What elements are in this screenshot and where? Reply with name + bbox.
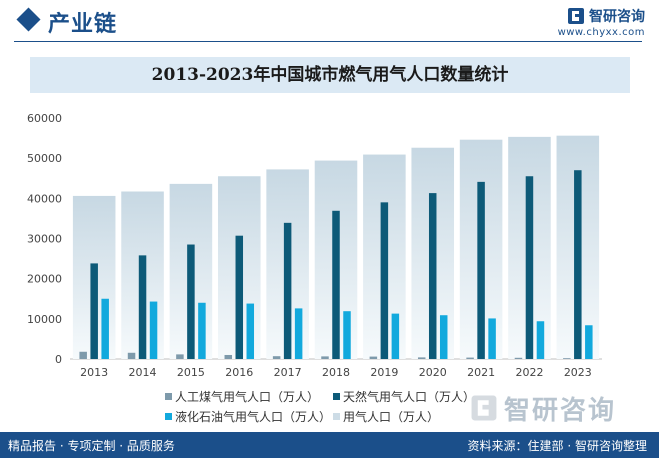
bar-chart: 0 10000 20000 30000 40000 50000 60000 2013 2014 2… xyxy=(27,112,602,379)
bar-artificial-gas xyxy=(369,356,378,359)
legend-item-gas-population: 用气人口（万人） xyxy=(333,408,439,425)
x-tick-label: 2021 xyxy=(467,366,495,379)
bar-artificial-gas xyxy=(127,352,136,359)
bar-natural-gas xyxy=(477,181,485,359)
bar-lpg xyxy=(246,303,255,359)
bar-lpg xyxy=(585,325,593,359)
x-tick-label: 2016 xyxy=(225,366,253,379)
bar-artificial-gas xyxy=(176,354,184,359)
watermark-text: 智研咨询 xyxy=(504,396,617,426)
legend-swatch xyxy=(165,393,172,400)
y-tick-label: 0 xyxy=(55,353,62,366)
legend-swatch xyxy=(333,393,340,400)
bar-artificial-gas xyxy=(514,357,523,359)
section-title: 产业链 xyxy=(48,12,118,37)
legend-item-artificial-gas: 人工煤气用气人口（万人） xyxy=(165,388,319,405)
x-tick-label: 2013 xyxy=(80,366,108,379)
legend-label: 液化石油气用气人口（万人） xyxy=(175,410,332,424)
bar-natural-gas xyxy=(380,202,389,359)
bar-natural-gas xyxy=(138,255,147,359)
x-tick-label: 2018 xyxy=(322,366,350,379)
bar-artificial-gas xyxy=(272,356,281,359)
bar-lpg xyxy=(294,308,303,359)
bar-lpg xyxy=(536,321,545,359)
bar-natural-gas xyxy=(235,235,244,359)
y-tick-label: 40000 xyxy=(27,192,62,205)
brand-url[interactable]: www.chyxx.com xyxy=(557,27,645,38)
x-tick-label: 2023 xyxy=(564,366,592,379)
header-bar: 产业链 智研咨询 www.chyxx.com xyxy=(0,0,659,42)
x-tick-label: 2022 xyxy=(515,366,543,379)
legend-item-lpg: 液化石油气用气人口（万人） xyxy=(165,408,331,425)
legend-swatch xyxy=(333,413,340,420)
bar-lpg xyxy=(198,302,206,359)
y-tick-label: 20000 xyxy=(27,273,62,286)
legend-swatch xyxy=(165,413,172,420)
brand[interactable]: 智研咨询 www.chyxx.com xyxy=(558,6,645,38)
bar-lpg xyxy=(488,318,496,359)
watermark-logo-icon xyxy=(471,395,497,421)
bar-artificial-gas xyxy=(563,358,571,359)
bar-natural-gas xyxy=(332,210,340,359)
bar-artificial-gas xyxy=(417,357,426,359)
bar-lpg xyxy=(391,313,400,359)
bar-lpg xyxy=(343,311,351,359)
bar-natural-gas xyxy=(90,263,98,359)
x-tick-label: 2014 xyxy=(129,366,157,379)
chart-title: 2013-2023年中国城市燃气用气人口数量统计 xyxy=(151,65,509,85)
legend-label: 用气人口（万人） xyxy=(343,410,440,424)
x-tick-label: 2020 xyxy=(419,366,447,379)
bar-natural-gas xyxy=(574,170,582,359)
bar-artificial-gas xyxy=(321,356,329,359)
brand-name: 智研咨询 xyxy=(589,9,645,25)
legend-item-natural-gas: 天然气用气人口（万人） xyxy=(333,388,475,405)
bar-lpg xyxy=(439,315,448,359)
bar-lpg xyxy=(101,298,109,359)
footer-bar: 精品报告 · 专项定制 · 品质服务 资料来源：住建部 · 智研咨询整理 xyxy=(0,432,659,458)
x-tick-label: 2019 xyxy=(370,366,398,379)
bar-artificial-gas xyxy=(466,357,474,359)
chart-title-band: 2013-2023年中国城市燃气用气人口数量统计 xyxy=(30,57,630,93)
bar-natural-gas xyxy=(187,244,195,359)
bar-artificial-gas xyxy=(79,351,87,359)
y-tick-label: 60000 xyxy=(27,112,62,125)
bar-natural-gas xyxy=(283,222,292,359)
x-tick-label: 2017 xyxy=(274,366,302,379)
x-tick-label: 2015 xyxy=(177,366,205,379)
bar-lpg xyxy=(149,301,158,359)
bar-natural-gas xyxy=(525,176,534,359)
legend-label: 人工煤气用气人口（万人） xyxy=(175,390,320,404)
header-divider xyxy=(14,41,642,42)
y-tick-label: 30000 xyxy=(27,233,62,246)
footer-tagline: 精品报告 · 专项定制 · 品质服务 xyxy=(8,439,175,453)
legend-label: 天然气用气人口（万人） xyxy=(343,390,476,404)
y-tick-label: 10000 xyxy=(27,313,62,326)
chyxx-logo-icon xyxy=(568,8,584,24)
y-tick-label: 50000 xyxy=(27,152,62,165)
bar-artificial-gas xyxy=(224,354,233,359)
bar-natural-gas xyxy=(428,193,437,359)
footer-source: 资料来源：住建部 · 智研咨询整理 xyxy=(467,439,647,453)
